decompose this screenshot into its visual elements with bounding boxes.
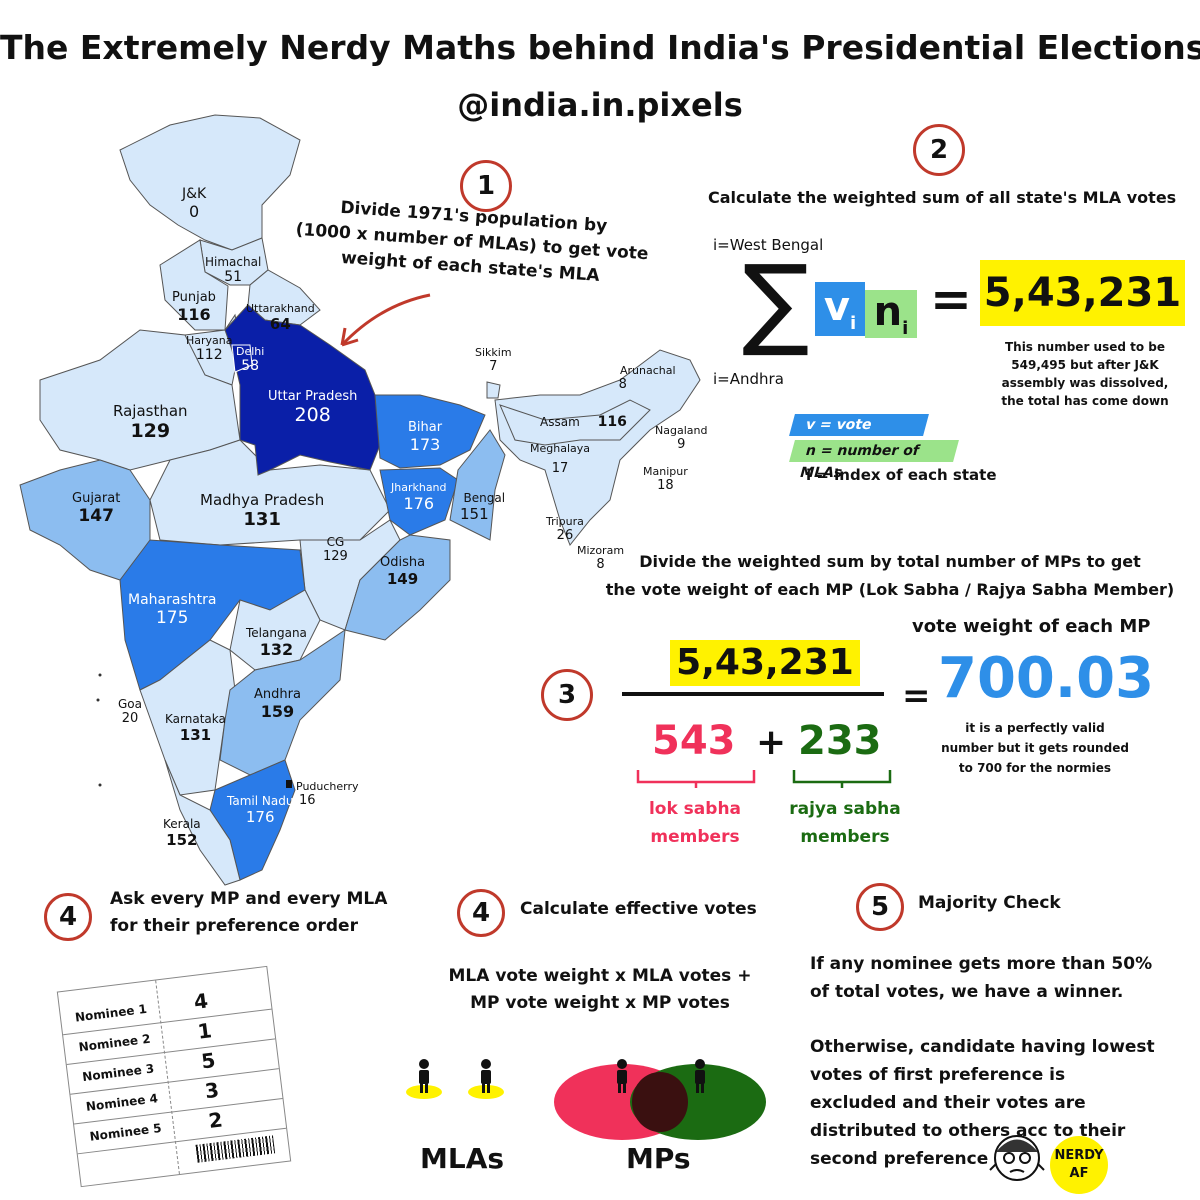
mp-vote-weight-result: 700.03 <box>938 646 1155 711</box>
region-kerala <box>164 759 241 886</box>
nerd-face-icon <box>989 1135 1045 1181</box>
state-label-nagaland: Nagaland 9 <box>655 424 708 452</box>
region-punjab <box>159 239 229 331</box>
region-bihar <box>374 394 486 469</box>
arrow-to-map <box>340 293 431 347</box>
weighted-sum-result: 5,43,231 <box>980 260 1185 326</box>
state-label-arunachal: Arunachal 8 <box>618 364 676 392</box>
ballot-paper: Nominee 1 4 Nominee 2 1 Nominee 3 5 Nomi… <box>56 965 292 1188</box>
sum-top-label: i=West Bengal <box>713 236 824 254</box>
mp-vote-weight-label: vote weight of each MP <box>912 616 1151 637</box>
lok-brace <box>636 770 756 788</box>
state-label-tamilnadu: Tamil Nadu 176 <box>227 794 294 826</box>
state-label-odisha: Odisha 149 <box>380 555 426 588</box>
mla-label: MLAs <box>420 1142 505 1175</box>
step3-heading: Divide the weighted sum by total number … <box>605 552 1175 599</box>
voters-illustration <box>406 1059 766 1140</box>
step5-number: 5 <box>856 883 904 931</box>
step2-equals: = <box>930 270 972 328</box>
fraction-bar <box>622 692 884 696</box>
state-label-mizoram: Mizoram 8 <box>577 544 625 572</box>
state-label-jk: J&K 0 <box>182 186 207 221</box>
region-bengal <box>449 429 506 541</box>
state-label-up: Uttar Pradesh 208 <box>268 389 358 426</box>
nerdy-af-badge: NERDY AF <box>1050 1136 1108 1194</box>
step4b-number: 4 <box>457 889 505 937</box>
state-label-cg: CG 129 <box>323 535 348 564</box>
handle: @india.in.pixels <box>457 86 743 124</box>
state-label-uttarakhand: Uttarakhand 64 <box>246 302 315 333</box>
majority-para-2: Otherwise, candidate having lowest votes… <box>810 1037 1155 1169</box>
step4a-number: 4 <box>44 893 92 941</box>
step4a-text: Ask every MP and every MLA for their pre… <box>110 889 388 936</box>
mla-circle <box>468 1085 504 1099</box>
region-andhra <box>219 628 346 776</box>
region-telangana <box>229 589 321 671</box>
step3-number: 3 <box>541 669 593 721</box>
lok-sabha-label: lok sabha members <box>648 799 742 847</box>
step1-number: 1 <box>460 160 512 212</box>
n-term: ni <box>865 290 917 339</box>
state-label-puducherry: Puducherry 16 <box>296 780 359 808</box>
sum-bottom-label: i=Andhra <box>713 370 784 388</box>
rajya-brace <box>792 770 892 788</box>
state-label-maharashtra: Maharashtra 175 <box>128 592 217 628</box>
state-label-goa: Goa 20 <box>118 697 142 726</box>
step2-number: 2 <box>913 124 965 176</box>
sigma-symbol: ∑ <box>742 243 810 360</box>
state-label-assam: Assam 116 <box>540 414 627 430</box>
region-sikkim <box>486 381 501 399</box>
state-label-meghalaya: Meghalaya 17 <box>530 442 591 476</box>
state-label-mp: Madhya Pradesh 131 <box>200 491 325 530</box>
step2-heading: Calculate the weighted sum of all state'… <box>708 188 1177 207</box>
state-label-rajasthan: Rajasthan 129 <box>113 402 188 442</box>
rajya-sabha-count: 233 <box>798 718 882 764</box>
lok-sabha-count: 543 <box>652 718 736 764</box>
legend-n: n = number of MLAs <box>789 440 959 481</box>
state-label-gujarat: Gujarat 147 <box>72 491 121 526</box>
state-label-haryana: Haryana 112 <box>186 334 233 363</box>
state-label-karnataka: Karnataka 131 <box>165 712 226 744</box>
state-label-delhi: Delhi 58 <box>236 345 265 374</box>
region-up <box>224 304 381 476</box>
region-assam <box>499 399 651 446</box>
region-northeast <box>494 349 701 546</box>
state-label-himachal: Himachal 51 <box>205 255 262 285</box>
effective-votes-formula: MLA vote weight x MLA votes + MP vote we… <box>448 966 752 1013</box>
step3-note: it is a perfectly valid number but it ge… <box>941 721 1129 775</box>
v-term: vi <box>815 282 865 336</box>
state-label-sikkim: Sikkim 7 <box>475 346 512 374</box>
region-delhi <box>231 344 253 373</box>
barcode <box>195 1135 276 1163</box>
majority-para-1: If any nominee gets more than 50% of tot… <box>810 954 1153 1002</box>
step5-heading: Majority Check <box>918 893 1061 913</box>
state-label-tripura: Tripura 26 <box>546 515 584 543</box>
region-odisha <box>344 534 451 641</box>
plus-sign: + <box>756 722 787 763</box>
state-label-bengal: Bengal 151 <box>460 491 506 523</box>
legend-v: v = vote weight <box>789 414 929 455</box>
region-jk <box>119 114 301 251</box>
step3-numerator: 5,43,231 <box>670 640 860 686</box>
state-label-bihar: Bihar 173 <box>408 420 443 454</box>
state-label-punjab: Punjab 116 <box>172 290 216 324</box>
state-label-jharkhand: Jharkhand 176 <box>391 481 447 513</box>
step3-equals: = <box>902 676 931 716</box>
state-label-manipur: Manipur 18 <box>643 465 688 493</box>
legend-i: i = index of each state <box>806 466 997 484</box>
step2-note: This number used to be 549,495 but after… <box>1001 340 1169 408</box>
state-label-telangana: Telangana 132 <box>246 626 307 659</box>
mp-label: MPs <box>626 1142 691 1175</box>
mla-circle <box>406 1085 442 1099</box>
step4b-heading: Calculate effective votes <box>520 899 757 919</box>
page-title: The Extremely Nerdy Maths behind India's… <box>0 28 1200 67</box>
state-label-kerala: Kerala 152 <box>163 817 201 849</box>
rajya-sabha-label: rajya sabha members <box>789 799 901 847</box>
state-label-andhra: Andhra 159 <box>254 687 301 721</box>
